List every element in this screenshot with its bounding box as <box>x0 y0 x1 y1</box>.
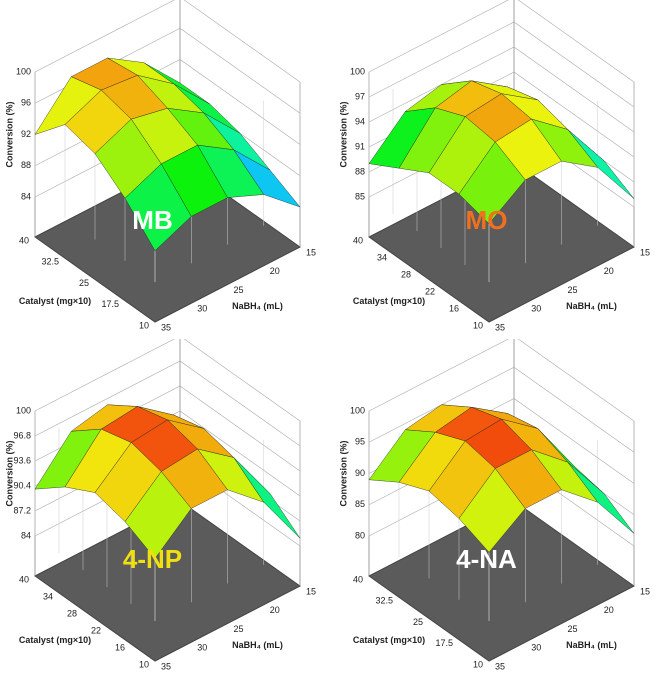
y-tick-label: 32.5 <box>41 257 59 267</box>
y-axis-label: Catalyst (mg×10) <box>19 296 91 306</box>
surface-cell <box>124 163 192 252</box>
x-tick-label: 35 <box>161 661 171 671</box>
y-tick-label: 22 <box>91 625 101 635</box>
y-tick-label: 40 <box>19 235 29 245</box>
z-tick-label: 90 <box>355 468 365 478</box>
panel: 85 88 91 94 97 100 10 16 22 28 34 40 15 20 25 30 35 Conve… <box>338 0 650 332</box>
x-tick-label: 20 <box>270 605 280 615</box>
z-tick-label: 87.2 <box>13 505 31 515</box>
z-axis-label: Conversion (%) <box>338 101 348 167</box>
x-tick-label: 15 <box>640 586 650 596</box>
y-tick-label: 25 <box>413 617 423 627</box>
y-tick-label: 10 <box>473 659 483 669</box>
z-tick-label: 85 <box>355 191 365 201</box>
y-tick-label: 10 <box>473 320 483 330</box>
x-tick-label: 20 <box>270 266 280 276</box>
y-tick-label: 10 <box>139 659 149 669</box>
y-tick-label: 40 <box>353 574 363 584</box>
panel: 80 85 90 95 100 10 17.5 25 32.5 40 15 20 25 30 35 Conve… <box>338 339 650 671</box>
y-tick-label: 28 <box>67 608 77 618</box>
grid-line <box>368 339 635 422</box>
z-tick-label: 100 <box>350 66 365 76</box>
panel-label: MO <box>466 205 508 235</box>
z-tick-label: 91 <box>355 141 365 151</box>
y-tick-label: 25 <box>79 278 89 288</box>
z-tick-label: 93.6 <box>13 455 31 465</box>
x-tick-label: 15 <box>640 247 650 257</box>
grid-line <box>34 0 301 83</box>
y-tick-label: 17.5 <box>101 299 119 309</box>
y-axis-label: Catalyst (mg×10) <box>19 635 91 645</box>
x-tick-label: 35 <box>495 322 505 332</box>
panel-label: MB <box>132 205 172 235</box>
x-tick-label: 30 <box>197 643 207 653</box>
z-tick-label: 100 <box>16 66 31 76</box>
x-tick-label: 20 <box>604 605 614 615</box>
z-tick-label: 100 <box>16 405 31 415</box>
z-tick-label: 96 <box>21 98 31 108</box>
z-axis-label: Conversion (%) <box>4 440 14 506</box>
x-tick-label: 30 <box>197 304 207 314</box>
x-tick-label: 25 <box>234 624 244 634</box>
surface-cell <box>458 468 526 553</box>
z-tick-label: 92 <box>21 129 31 139</box>
y-tick-label: 17.5 <box>435 638 453 648</box>
y-axis-label: Catalyst (mg×10) <box>353 296 425 306</box>
z-axis-label: Conversion (%) <box>338 440 348 506</box>
y-tick-label: 28 <box>401 269 411 279</box>
y-tick-label: 32.5 <box>375 596 393 606</box>
z-tick-label: 85 <box>355 499 365 509</box>
y-tick-label: 34 <box>43 591 53 601</box>
surface-cell <box>458 141 526 224</box>
x-axis-label: NaBH₄ (mL) <box>232 301 283 311</box>
panel-label: 4-NP <box>123 544 182 574</box>
x-tick-label: 35 <box>161 322 171 332</box>
surface-cell <box>233 457 301 539</box>
z-tick-label: 100 <box>350 405 365 415</box>
grid-line <box>368 46 635 133</box>
y-tick-label: 16 <box>449 303 459 313</box>
grid-line <box>34 339 301 422</box>
z-tick-label: 88 <box>21 160 31 170</box>
y-tick-label: 22 <box>425 286 435 296</box>
y-tick-label: 16 <box>115 642 125 652</box>
y-tick-label: 40 <box>19 574 29 584</box>
z-tick-label: 84 <box>21 191 31 201</box>
grid-line <box>34 360 301 447</box>
grid-line <box>368 366 635 453</box>
z-tick-label: 94 <box>355 116 365 126</box>
z-tick-label: 97 <box>355 91 365 101</box>
x-tick-label: 20 <box>604 266 614 276</box>
x-tick-label: 15 <box>306 586 316 596</box>
surface-cell <box>124 471 192 559</box>
x-axis-label: NaBH₄ (mL) <box>566 301 617 311</box>
panel-label: 4-NA <box>456 544 517 574</box>
x-tick-label: 35 <box>495 661 505 671</box>
x-tick-label: 25 <box>568 285 578 295</box>
z-axis-label: Conversion (%) <box>4 101 14 167</box>
z-tick-label: 90.4 <box>13 480 31 490</box>
x-axis-label: NaBH₄ (mL) <box>566 640 617 650</box>
x-tick-label: 30 <box>531 643 541 653</box>
x-axis-label: NaBH₄ (mL) <box>232 640 283 650</box>
x-tick-label: 15 <box>306 247 316 257</box>
z-tick-label: 88 <box>355 166 365 176</box>
grid-line <box>368 0 635 83</box>
y-tick-label: 10 <box>139 320 149 330</box>
y-axis-label: Catalyst (mg×10) <box>353 635 425 645</box>
z-tick-label: 95 <box>355 437 365 447</box>
x-tick-label: 30 <box>531 304 541 314</box>
y-tick-label: 40 <box>353 235 363 245</box>
panel: 84 87.2 90.4 93.6 96.8 100 10 16 22 28 34 40 15 20 25 3… <box>4 339 316 671</box>
x-tick-label: 25 <box>234 285 244 295</box>
y-tick-label: 34 <box>377 252 387 262</box>
grid-line <box>368 21 635 108</box>
z-tick-label: 80 <box>355 530 365 540</box>
panel: 84 88 92 96 100 10 17.5 25 32.5 40 15 20 25 30 35 Conve… <box>4 0 316 332</box>
x-tick-label: 25 <box>568 624 578 634</box>
z-tick-label: 84 <box>21 530 31 540</box>
z-tick-label: 96.8 <box>13 430 31 440</box>
